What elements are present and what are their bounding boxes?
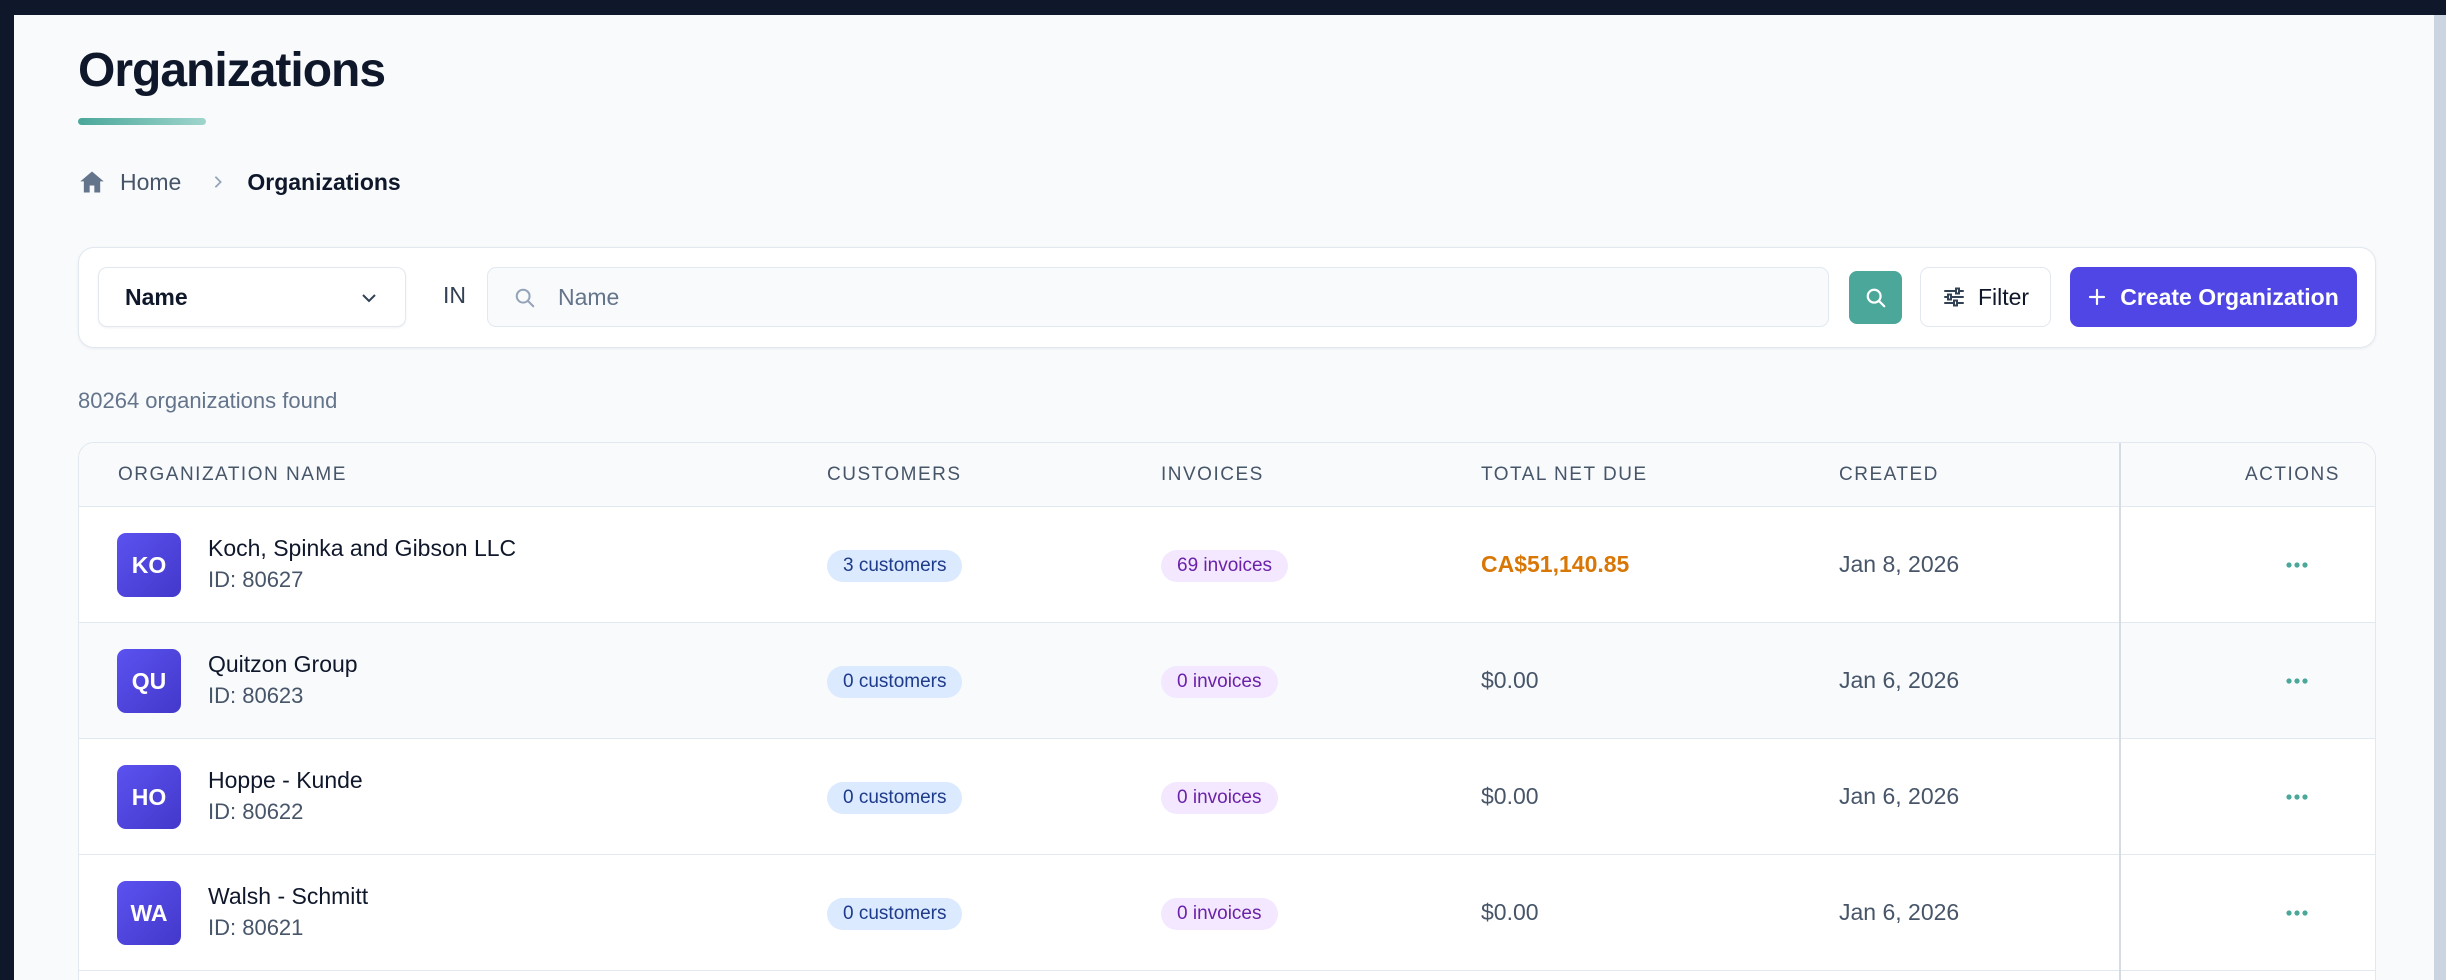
net-due-amount: $0.00: [1481, 783, 1539, 809]
header-created[interactable]: CREATED: [1839, 464, 1939, 485]
avatar: KO: [117, 533, 181, 597]
home-icon[interactable]: [78, 168, 106, 196]
invoices-badge: 0 invoices: [1161, 666, 1278, 698]
in-label: IN: [443, 282, 466, 308]
header-customers[interactable]: CUSTOMERS: [827, 464, 962, 485]
customers-badge: 3 customers: [827, 550, 963, 582]
window-top-bar: [0, 0, 2446, 15]
table-row[interactable]: WA Walsh - Schmitt ID: 80621 0 customers…: [79, 855, 2375, 971]
header-total-net-due[interactable]: TOTAL NET DUE: [1481, 464, 1648, 485]
page-title: Organizations: [78, 44, 386, 97]
header-organization-name[interactable]: ORGANIZATION NAME: [118, 464, 347, 485]
more-horizontal-icon: [2286, 562, 2308, 568]
main-content: Organizations Home Organizations Name IN: [78, 15, 2376, 980]
chevron-right-icon: [215, 176, 223, 188]
invoices-badge: 0 invoices: [1161, 782, 1278, 814]
organization-id: ID: 80621: [208, 915, 304, 940]
search-button[interactable]: [1849, 271, 1902, 324]
net-due-amount: $0.00: [1481, 899, 1539, 925]
sliders-icon: [1943, 287, 1964, 307]
created-date: Jan 6, 2026: [1839, 899, 1960, 925]
scrollbar[interactable]: [2434, 15, 2446, 980]
created-date: Jan 6, 2026: [1839, 783, 1960, 809]
plus-icon: [2089, 288, 2106, 306]
window-left-edge: [0, 0, 14, 980]
header-invoices[interactable]: INVOICES: [1161, 464, 1264, 485]
create-organization-label: Create Organization: [2120, 283, 2339, 310]
customers-badge: 0 customers: [827, 898, 963, 930]
organization-id: ID: 80623: [208, 683, 304, 708]
organizations-table: ORGANIZATION NAME CUSTOMERS INVOICES TOT…: [78, 442, 2376, 980]
field-select[interactable]: Name: [98, 267, 406, 327]
avatar: QU: [117, 649, 181, 713]
avatar: HO: [117, 765, 181, 829]
more-horizontal-icon: [2286, 678, 2308, 684]
results-count: 80264 organizations found: [78, 388, 338, 413]
filter-bar: Name IN Filter: [78, 247, 2376, 348]
organization-id: ID: 80627: [208, 567, 304, 592]
field-select-value: Name: [125, 283, 188, 310]
table-row[interactable]: QU Quitzon Group ID: 80623 0 customers 0…: [79, 623, 2375, 739]
create-organization-button[interactable]: Create Organization: [2070, 267, 2357, 327]
customers-badge: 0 customers: [827, 666, 963, 698]
more-horizontal-icon: [2286, 910, 2308, 916]
created-date: Jan 6, 2026: [1839, 667, 1960, 693]
created-date: Jan 8, 2026: [1839, 551, 1960, 577]
organization-id: ID: 80622: [208, 799, 304, 824]
breadcrumb-current: Organizations: [247, 168, 401, 195]
invoices-badge: 69 invoices: [1161, 550, 1289, 582]
filter-button-label: Filter: [1977, 283, 2030, 310]
title-underline: [78, 118, 206, 125]
more-actions-button[interactable]: [2279, 783, 2315, 811]
search-icon: [1866, 288, 1885, 307]
customers-badge: 0 customers: [827, 782, 963, 814]
table-row[interactable]: HO Hoppe - Kunde ID: 80622 0 customers 0…: [79, 739, 2375, 855]
sticky-column-divider: [2119, 443, 2121, 980]
avatar: WA: [117, 881, 181, 945]
organization-name-link[interactable]: Koch, Spinka and Gibson LLC: [208, 535, 517, 561]
search-field[interactable]: [487, 267, 1829, 327]
more-actions-button[interactable]: [2279, 667, 2315, 695]
net-due-amount: CA$51,140.85: [1481, 551, 1630, 577]
more-actions-button[interactable]: [2279, 551, 2315, 579]
organization-name-link[interactable]: Quitzon Group: [208, 651, 358, 677]
more-horizontal-icon: [2286, 794, 2308, 800]
breadcrumb: Home Organizations: [78, 167, 401, 197]
search-icon: [515, 288, 535, 308]
search-input[interactable]: [558, 283, 1828, 311]
organization-name-link[interactable]: Hoppe - Kunde: [208, 767, 363, 793]
table-row[interactable]: KO Koch, Spinka and Gibson LLC ID: 80627…: [79, 507, 2375, 623]
net-due-amount: $0.00: [1481, 667, 1539, 693]
organization-name-link[interactable]: Walsh - Schmitt: [208, 883, 369, 909]
more-actions-button[interactable]: [2279, 899, 2315, 927]
invoices-badge: 0 invoices: [1161, 898, 1278, 930]
header-actions: ACTIONS: [2245, 464, 2340, 485]
table-header: ORGANIZATION NAME CUSTOMERS INVOICES TOT…: [79, 443, 2375, 507]
filter-button[interactable]: Filter: [1920, 267, 2051, 327]
breadcrumb-home-link[interactable]: Home: [120, 168, 182, 195]
chevron-down-icon: [362, 294, 376, 303]
